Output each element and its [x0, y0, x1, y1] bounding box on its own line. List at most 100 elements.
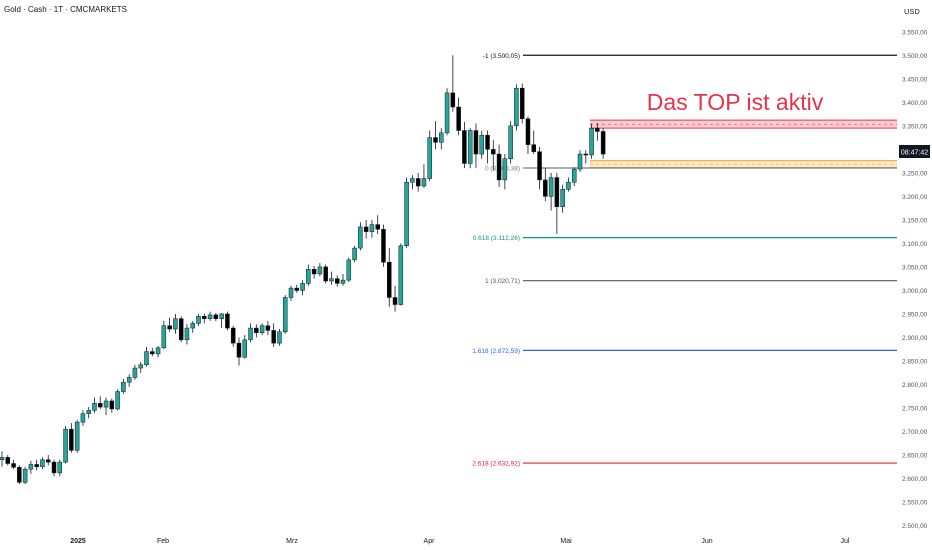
y-tick-label: 3.500,00: [902, 53, 928, 60]
candle-body: [439, 132, 444, 143]
y-tick-label: 3.200,00: [902, 194, 928, 201]
candle-body: [0, 457, 5, 460]
candle-body: [51, 461, 57, 474]
candle-body: [583, 153, 589, 156]
candle-body: [225, 313, 230, 329]
candle-body: [514, 87, 519, 127]
candle-body: [190, 323, 195, 329]
x-tick-label: Apr: [424, 538, 436, 545]
candle-body: [259, 325, 265, 334]
candle-body: [404, 182, 409, 247]
candle-body: [271, 330, 276, 344]
fib-label-2: 0.618 (3.112,26): [473, 235, 520, 242]
candle-body: [589, 127, 594, 156]
candle-body: [69, 428, 74, 451]
candle-body: [144, 351, 149, 365]
candle-body: [178, 318, 184, 341]
candle-body: [294, 287, 300, 291]
fibonacci-levels[interactable]: -1 (3.500,05) 0 (3.260,38) 0.618 (3.112,26…: [472, 53, 897, 468]
price-tag-text: 08:47:42: [901, 150, 928, 157]
candle-body: [543, 179, 548, 197]
candle-body: [311, 269, 317, 275]
y-tick-label: 3.350,00: [902, 123, 928, 130]
candle-body: [109, 400, 115, 410]
candle-body: [17, 467, 22, 483]
candle-body: [80, 413, 86, 423]
zone-resistance[interactable]: [590, 120, 897, 129]
y-tick-label: 2.500,00: [902, 523, 928, 530]
candle-body: [381, 229, 386, 263]
candle-body: [202, 316, 207, 319]
y-tick-label: 2.700,00: [902, 429, 928, 436]
time-axis[interactable]: 2025 Feb Mrz Apr Mai Jun Jul: [70, 538, 850, 545]
x-tick-label: Jun: [701, 538, 712, 545]
candle-body: [103, 400, 109, 408]
candle-body: [219, 313, 224, 319]
candle-body: [519, 87, 525, 120]
candle-body: [167, 325, 172, 330]
candle-body: [560, 189, 565, 207]
candle-body: [132, 367, 138, 378]
x-tick-label: Jul: [841, 538, 850, 545]
x-tick-label: 2025: [70, 538, 86, 545]
candle-body: [277, 331, 282, 344]
x-tick-label: Mai: [560, 538, 572, 545]
candle-body: [358, 226, 363, 249]
candle-body: [375, 224, 380, 230]
candle-body: [479, 134, 484, 155]
candle-body: [392, 297, 398, 305]
candle-body: [346, 259, 352, 281]
candle-body: [161, 325, 167, 349]
candle-body: [63, 428, 68, 463]
candle-body: [317, 266, 323, 275]
x-tick-label: Mrz: [286, 538, 298, 545]
annotation-text[interactable]: Das TOP ist aktiv: [647, 89, 824, 115]
candle-body: [340, 279, 346, 284]
candle-body: [334, 278, 340, 284]
candle-body: [467, 130, 473, 164]
y-tick-label: 2.950,00: [902, 311, 928, 318]
candle-body: [352, 247, 357, 261]
y-tick-label: 2.800,00: [902, 382, 928, 389]
y-tick-label: 3.150,00: [902, 217, 928, 224]
candle-body: [595, 127, 600, 132]
candle-body: [74, 421, 80, 451]
y-tick-label: 3.000,00: [902, 288, 928, 295]
candle-body: [485, 134, 490, 150]
candle-body: [213, 314, 219, 319]
candle-body: [300, 283, 305, 291]
candle-body: [126, 377, 132, 383]
y-tick-label: 2.650,00: [902, 453, 928, 460]
fib-label-1: 0 (3.260,38): [485, 165, 520, 172]
candle-body: [415, 178, 421, 187]
candle-body: [5, 457, 11, 464]
candle-body: [577, 153, 583, 170]
candle-body: [525, 118, 531, 145]
y-tick-label: 2.550,00: [902, 500, 928, 507]
candle-body: [196, 316, 201, 324]
price-tag: 08:47:42: [899, 145, 930, 158]
y-tick-label: 3.050,00: [902, 264, 928, 271]
price-axis[interactable]: USD 2.500,00 2.550,00 2.600,00 2.650,00 2.70…: [902, 7, 928, 530]
candle-body: [150, 351, 155, 355]
candle-body: [288, 287, 294, 298]
candle-body: [450, 92, 456, 108]
candle-body: [456, 106, 461, 131]
fib-label-5: 2.618 (2.632,92): [472, 461, 520, 468]
candle-body: [265, 325, 271, 331]
candle-body: [433, 137, 438, 143]
fib-label-3: 1 (3.020,71): [485, 278, 520, 285]
candle-body: [398, 245, 404, 305]
candle-body: [121, 381, 126, 392]
price-zones: [590, 119, 897, 169]
y-tick-label: 2.600,00: [902, 476, 928, 483]
y-tick-label: 3.250,00: [902, 170, 928, 177]
candle-body: [86, 410, 91, 414]
candle-body: [28, 464, 34, 470]
candle-body: [236, 342, 242, 358]
candle-body: [40, 459, 45, 468]
candle-body: [98, 403, 103, 408]
zone-support[interactable]: [590, 160, 897, 168]
candle-body: [496, 153, 502, 181]
